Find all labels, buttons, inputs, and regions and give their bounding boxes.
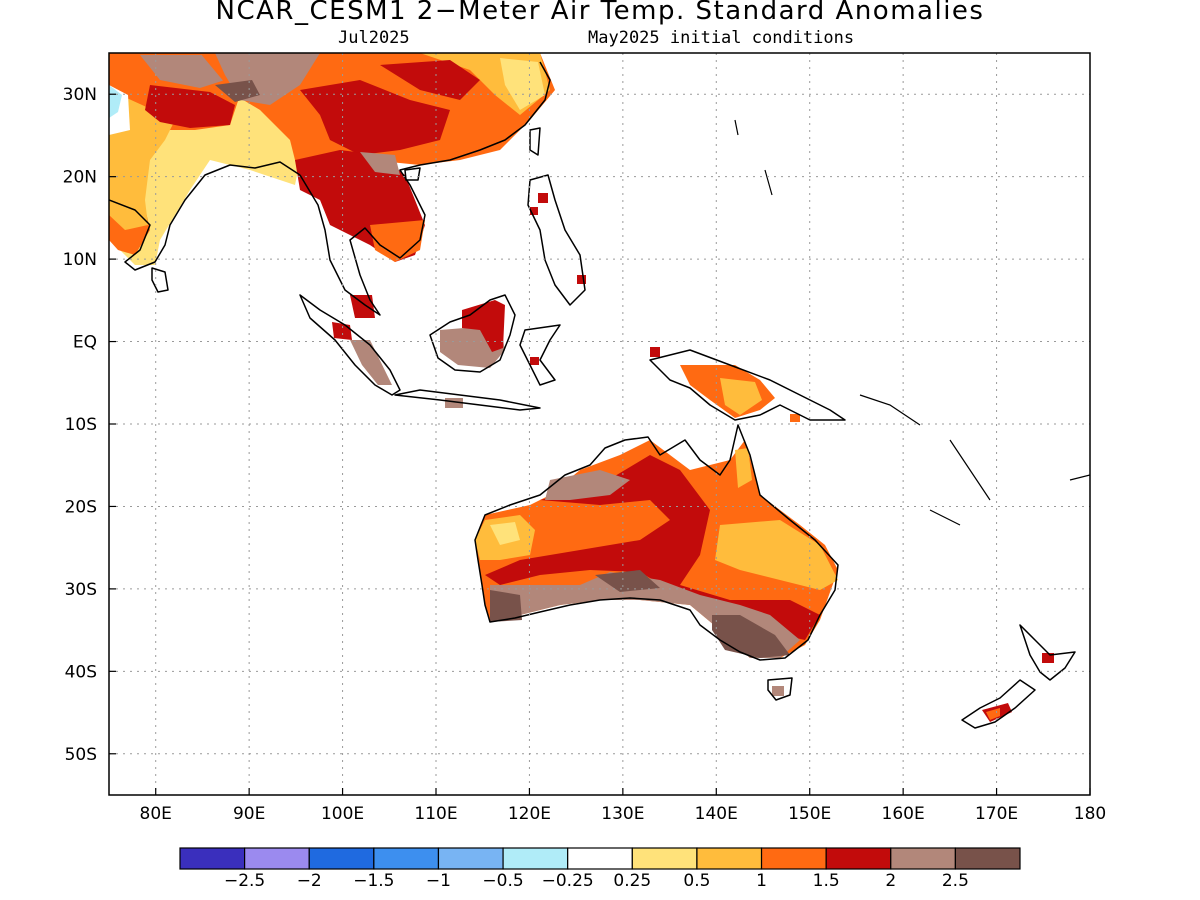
anomaly-china-yellow: [500, 58, 545, 110]
lat-tick-label: 30S: [65, 580, 97, 600]
anomaly-india-brown: [140, 55, 225, 88]
coastlines: [109, 61, 1090, 729]
anomaly-australia-yellow: [490, 522, 520, 545]
colorbar-swatch: [308, 847, 375, 870]
colorbar-label: −0.5: [482, 871, 523, 891]
anomaly-india-red: [145, 85, 235, 128]
coast-australia: [474, 424, 839, 661]
colorbar-label: 1.5: [813, 871, 840, 891]
colorbar-swatch: [825, 847, 892, 870]
colorbar-label: −1: [426, 871, 451, 891]
lon-tick-label: 170E: [975, 804, 1018, 824]
lat-tick-label: 40S: [65, 662, 97, 682]
axis-ticks: 80E 90E 100E 110E 120E 130E 140E 150E 160E 170E 18…: [63, 85, 1107, 824]
colorbar-swatch: [244, 847, 310, 870]
colorbar-label: 2: [885, 871, 896, 891]
anomaly-nz-north: [1042, 653, 1054, 663]
anomaly-tasmania: [772, 686, 784, 696]
anomaly-sulawesi: [530, 357, 539, 365]
coast-sri-lanka: [151, 267, 169, 293]
coast-hainan: [404, 167, 421, 181]
anomaly-cool-west: [109, 85, 122, 118]
colorbar-label: −2.5: [224, 871, 265, 891]
lat-tick-label: 30N: [63, 85, 97, 105]
lat-tick-label: 20N: [63, 168, 97, 188]
anomaly-sumatra-brown: [350, 340, 392, 385]
lat-tick-label: 10S: [65, 415, 97, 435]
lon-tick-label: 90E: [233, 804, 265, 824]
lon-tick-label: 140E: [695, 804, 738, 824]
colorbar-swatch: [890, 847, 956, 870]
anomaly-australia-darkbrown: [490, 590, 522, 622]
colorbar-label: 1: [756, 871, 767, 891]
lon-tick-label: 150E: [788, 804, 831, 824]
anomaly-australia-darkbrown-2: [595, 570, 660, 592]
colorbar-swatch: [631, 847, 698, 870]
colorbar-swatch: [696, 847, 763, 870]
colorbar-swatch: [760, 847, 827, 870]
coast-indochina: [299, 61, 551, 316]
anomaly-australia-gold-east: [715, 520, 838, 590]
colorbar-label: 0.5: [683, 871, 710, 891]
coast-sulawesi: [519, 324, 561, 386]
anomaly-new-guinea-east: [790, 414, 800, 422]
colorbar: −2.5 −2 −1.5 −1 −0.5 −0.25 0.25 0.5 1 1.5 2 2.5: [179, 847, 1021, 891]
colorbar-label: −2: [297, 871, 322, 891]
initial-conditions: May2025 initial conditions: [588, 28, 855, 48]
anomaly-australia-brown: [545, 470, 630, 500]
lon-tick-label: 180: [1074, 804, 1106, 824]
colorbar-swatch: [502, 847, 569, 870]
anomaly-halmahera: [650, 347, 660, 357]
anomaly-indochina-brown: [360, 152, 400, 175]
lon-tick-label: 80E: [140, 804, 172, 824]
colorbar-label: −0.25: [542, 871, 594, 891]
colorbar-swatch: [373, 847, 440, 870]
colorbar-swatch: [954, 847, 1021, 870]
lon-tick-label: 110E: [414, 804, 457, 824]
anomaly-indochina-orange: [370, 220, 425, 262]
coast-new-guinea: [649, 349, 846, 421]
colorbar-label: 2.5: [942, 871, 969, 891]
lat-tick-label: 10N: [63, 250, 97, 270]
colorbar-label: 0.25: [613, 871, 651, 891]
lon-tick-label: 120E: [508, 804, 551, 824]
anomaly-philippines-2: [530, 207, 538, 215]
anomaly-sumatra: [332, 322, 352, 340]
lat-tick-label: 20S: [65, 497, 97, 517]
colorbar-swatch: [567, 847, 633, 870]
coast-nz-north: [1019, 624, 1076, 681]
anomaly-australia-gold-ne: [735, 448, 752, 488]
anomaly-malaysia: [350, 295, 375, 318]
colorbar-label: −1.5: [353, 871, 394, 891]
coast-islands: [734, 119, 1090, 526]
anomaly-philippines-3: [577, 275, 586, 284]
colorbar-swatch: [437, 847, 504, 870]
colorbar-swatch: [179, 847, 246, 870]
coast-philippines: [527, 174, 586, 306]
coast-borneo: [429, 294, 516, 373]
lon-tick-label: 100E: [321, 804, 364, 824]
lon-tick-label: 160E: [882, 804, 925, 824]
lat-tick-label: 50S: [65, 745, 97, 765]
anomaly-china-red: [300, 80, 450, 155]
anomaly-new-guinea-gold: [720, 378, 762, 415]
forecast-month: Jul2025: [338, 28, 410, 48]
coast-india: [109, 161, 301, 271]
coast-nz-south: [961, 679, 1036, 729]
graticule: [109, 53, 1090, 795]
coast-sumatra: [299, 294, 401, 396]
coast-tasmania: [767, 677, 793, 701]
anomaly-china-red-2: [380, 60, 480, 100]
lat-tick-label: EQ: [73, 333, 97, 353]
anomaly-australia-brown-south: [490, 572, 800, 658]
map-title: NCAR_CESM1 2−Meter Air Temp. Standard An…: [215, 0, 985, 26]
coast-java: [394, 389, 541, 411]
lon-tick-label: 130E: [601, 804, 644, 824]
anomaly-australia-red: [485, 455, 820, 640]
map-field: [109, 53, 1090, 795]
anomaly-java: [445, 398, 463, 408]
coast-taiwan: [529, 127, 541, 156]
anomaly-philippines: [538, 193, 548, 203]
